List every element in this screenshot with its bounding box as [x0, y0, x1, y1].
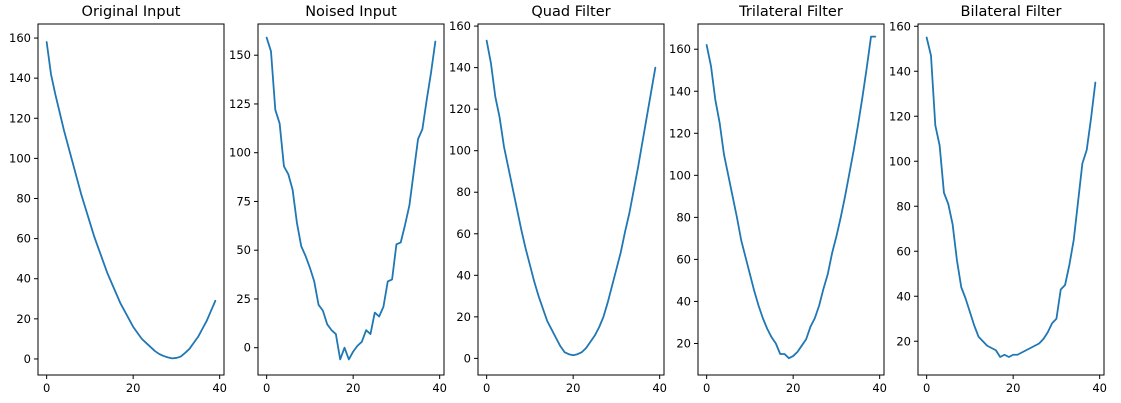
y-tick-label: 150	[229, 48, 251, 62]
y-tick-label: 60	[676, 252, 691, 266]
axes-frame	[917, 23, 1105, 376]
chart-title: Bilateral Filter	[961, 4, 1062, 20]
series-line	[485, 39, 657, 357]
axes-frame	[477, 23, 665, 376]
y-tick-label: 40	[896, 289, 911, 303]
y-tick-label: 40	[456, 268, 471, 282]
x-tick-label: 40	[872, 381, 887, 395]
y-tick-label: 160	[889, 19, 911, 33]
y-tick-label: 80	[456, 185, 471, 199]
y-tick-label: 140	[669, 84, 691, 98]
y-tick-label: 100	[9, 151, 31, 165]
y-tick-label: 140	[449, 61, 471, 75]
subplot-3: 0 20 40 0 20 40 60 80 100 120 140 160 Quad Filter	[449, 4, 667, 395]
y-tick-label: 0	[244, 341, 251, 355]
y-tick-label: 20	[676, 336, 691, 350]
y-tick-label: 100	[669, 168, 691, 182]
x-tick-label: 20	[346, 381, 361, 395]
y-tick-label: 40	[16, 272, 31, 286]
y-tick-label: 0	[24, 352, 31, 366]
y-tick-label: 100	[889, 154, 911, 168]
y-tick-label: 160	[9, 31, 31, 45]
series-line	[925, 36, 1097, 358]
x-tick-label: 40	[432, 381, 447, 395]
x-tick-label: 0	[923, 381, 930, 395]
axes-frame	[37, 23, 225, 376]
chart-title: Original Input	[82, 4, 181, 20]
y-tick-label: 0	[464, 351, 471, 365]
y-tick-label: 40	[676, 294, 691, 308]
y-tick-label: 50	[236, 243, 251, 257]
y-tick-label: 120	[9, 111, 31, 125]
x-tick-label: 40	[212, 381, 227, 395]
y-tick-label: 60	[456, 227, 471, 241]
y-tick-label: 100	[449, 144, 471, 158]
subplot-5: 0 20 40 20 40 60 80 100 120 140 160 Bilateral Filte…	[889, 4, 1107, 395]
y-tick-label: 60	[896, 244, 911, 258]
y-tick-label: 80	[896, 199, 911, 213]
x-tick-label: 40	[652, 381, 667, 395]
y-tick-label: 20	[896, 334, 911, 348]
series-line	[705, 35, 877, 360]
y-tick-label: 160	[669, 42, 691, 56]
chart-title: Quad Filter	[531, 4, 610, 20]
y-tick-label: 60	[16, 232, 31, 246]
series-line	[45, 41, 217, 360]
x-tick-label: 0	[703, 381, 710, 395]
y-tick-label: 120	[449, 102, 471, 116]
x-tick-label: 0	[263, 381, 270, 395]
chart-title: Trilateral Filter	[738, 4, 843, 20]
x-tick-label: 0	[43, 381, 50, 395]
x-tick-label: 20	[566, 381, 581, 395]
series-line	[265, 36, 437, 361]
y-tick-label: 80	[16, 191, 31, 205]
axes-frame	[257, 23, 445, 376]
subplot-2: 0 20 40 0 25 50 75 100 125 150 Noised Input	[229, 4, 447, 395]
y-tick-label: 160	[449, 19, 471, 33]
y-tick-label: 120	[669, 126, 691, 140]
y-tick-label: 125	[229, 97, 251, 111]
x-tick-label: 20	[786, 381, 801, 395]
x-tick-label: 20	[1006, 381, 1021, 395]
chart-title: Noised Input	[305, 4, 397, 20]
x-tick-label: 0	[483, 381, 490, 395]
y-tick-label: 100	[229, 146, 251, 160]
y-tick-label: 140	[889, 64, 911, 78]
x-tick-label: 20	[126, 381, 141, 395]
subplot-1: 0 20 40 0 20 40 60 80 100 120 140 160 Original Input	[9, 4, 227, 395]
y-tick-label: 25	[236, 292, 251, 306]
y-tick-label: 20	[456, 310, 471, 324]
axes-frame	[697, 23, 885, 376]
x-tick-label: 40	[1092, 381, 1107, 395]
y-tick-label: 80	[676, 210, 691, 224]
y-tick-label: 75	[236, 194, 251, 208]
y-tick-label: 140	[9, 71, 31, 85]
subplot-4: 0 20 40 20 40 60 80 100 120 140 160 Trilateral Filt…	[669, 4, 887, 395]
y-tick-label: 20	[16, 312, 31, 326]
y-tick-label: 120	[889, 109, 911, 123]
